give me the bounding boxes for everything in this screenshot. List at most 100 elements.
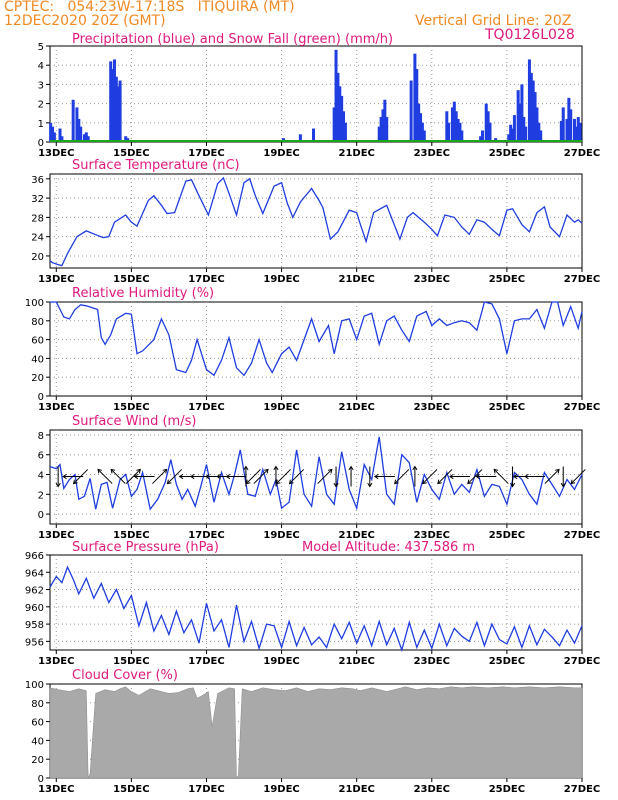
precip-bar: [71, 99, 75, 142]
x-tick-label: 15DEC: [113, 274, 149, 285]
header-run-time: 12DEC2020 20Z (GMT): [4, 13, 166, 29]
pres-line: [49, 565, 583, 653]
precip-bar: [454, 111, 458, 142]
x-tick-label: 15DEC: [113, 402, 149, 413]
precip-bar: [338, 86, 342, 142]
precip-bar: [112, 59, 116, 142]
precip-bar: [559, 120, 563, 142]
precip-bar: [383, 99, 387, 142]
precip-bar: [480, 130, 484, 142]
wind-vector-head: [560, 482, 566, 488]
temp-line: [49, 176, 583, 267]
panel-title-cloud: Cloud Cover (%): [72, 668, 178, 683]
panel-title-precip: Precipitation (blue) and Snow Fall (gree…: [72, 32, 393, 47]
precip-bar: [409, 80, 413, 142]
x-tick-label: 17DEC: [188, 784, 224, 795]
x-tick-label: 25DEC: [489, 656, 525, 667]
x-tick-label: 23DEC: [414, 274, 450, 285]
precip-bar: [312, 128, 316, 142]
x-tick-label: 25DEC: [489, 530, 525, 541]
panel-rh: [46, 301, 583, 400]
x-tick-label: 27DEC: [564, 784, 600, 795]
wind-vector-arrow: [276, 469, 291, 484]
panel-wind: [46, 429, 586, 528]
wind-vector-head: [348, 465, 354, 471]
y-tick-label: 20: [31, 252, 44, 263]
panel-precip: [46, 45, 583, 146]
wind-vector-arrow: [73, 469, 89, 484]
precip-bar: [124, 136, 128, 142]
y-tick-label: 0: [38, 774, 44, 785]
y-tick-label: 956: [25, 637, 44, 648]
wind-vector-head: [204, 473, 210, 480]
precip-bar: [86, 136, 90, 142]
precip-bar: [479, 136, 483, 142]
wind-vector-head: [97, 468, 103, 474]
precip-bar: [533, 92, 537, 142]
x-tick-label: 19DEC: [263, 402, 299, 413]
wind-vector-head: [110, 468, 116, 474]
wind-vector-head: [449, 473, 454, 480]
precip-bar: [419, 113, 423, 142]
precip-bar: [82, 134, 86, 142]
precip-bar: [486, 111, 490, 142]
wind-vector-head: [288, 479, 294, 485]
y-tick-label: 0: [38, 138, 44, 149]
wind-vector-head: [437, 479, 442, 485]
wind-vector-head: [189, 473, 195, 480]
wind-vector-head: [216, 473, 221, 480]
precip-bar: [524, 126, 528, 142]
y-tick-label: 100: [25, 298, 44, 309]
precip-bar: [458, 122, 462, 142]
wind-vector-head: [55, 482, 61, 488]
precip-bar: [413, 53, 417, 142]
wind-vector-head: [475, 473, 480, 480]
x-tick-label: 15DEC: [113, 148, 149, 159]
wind-vector-head: [555, 468, 560, 474]
x-tick-label: 19DEC: [263, 148, 299, 159]
model-altitude-label: Model Altitude: 437.586 m: [302, 540, 475, 555]
wind-vector-head: [136, 468, 141, 474]
precip-bar: [456, 118, 460, 142]
x-tick-label: 21DEC: [338, 402, 374, 413]
x-tick-label: 25DEC: [489, 784, 525, 795]
precip-bar: [516, 90, 520, 142]
y-tick-label: 966: [25, 551, 44, 562]
precip-bar: [116, 86, 120, 142]
precip-bar: [450, 107, 454, 142]
precip-bar: [509, 124, 513, 142]
x-tick-label: 27DEC: [564, 530, 600, 541]
panel-pres: [46, 554, 583, 654]
precip-bar: [49, 122, 53, 142]
panel-title-pres: Surface Pressure (hPa): [72, 540, 219, 555]
x-tick-label: 27DEC: [564, 656, 600, 667]
x-tick-label: 23DEC: [414, 402, 450, 413]
precip-bar: [452, 101, 456, 142]
wind-vector-head: [467, 479, 472, 485]
precip-bar: [529, 72, 533, 142]
wind-vector-head: [225, 473, 231, 480]
y-tick-label: 1: [38, 119, 44, 130]
precip-bar: [52, 132, 56, 142]
precip-bar: [561, 107, 565, 142]
precip-bar: [340, 95, 344, 142]
y-tick-label: 28: [31, 213, 44, 224]
precip-bar: [574, 126, 578, 142]
y-tick-label: 60: [31, 718, 44, 729]
precip-bar: [422, 130, 426, 142]
precip-bar: [512, 115, 516, 142]
precip-bar: [576, 117, 580, 142]
x-tick-label: 25DEC: [489, 148, 525, 159]
panel-title-wind: Surface Wind (m/s): [72, 414, 196, 429]
y-tick-label: 8: [38, 431, 44, 442]
precip-bar: [518, 103, 522, 142]
precip-bar: [84, 132, 88, 142]
x-tick-label: 23DEC: [414, 530, 450, 541]
wind-vector-arrow: [167, 469, 182, 484]
y-tick-label: 4: [38, 61, 44, 72]
precip-bar: [511, 128, 515, 142]
precip-bar: [569, 109, 573, 142]
precip-bar: [460, 130, 464, 142]
y-tick-label: 36: [31, 175, 44, 186]
